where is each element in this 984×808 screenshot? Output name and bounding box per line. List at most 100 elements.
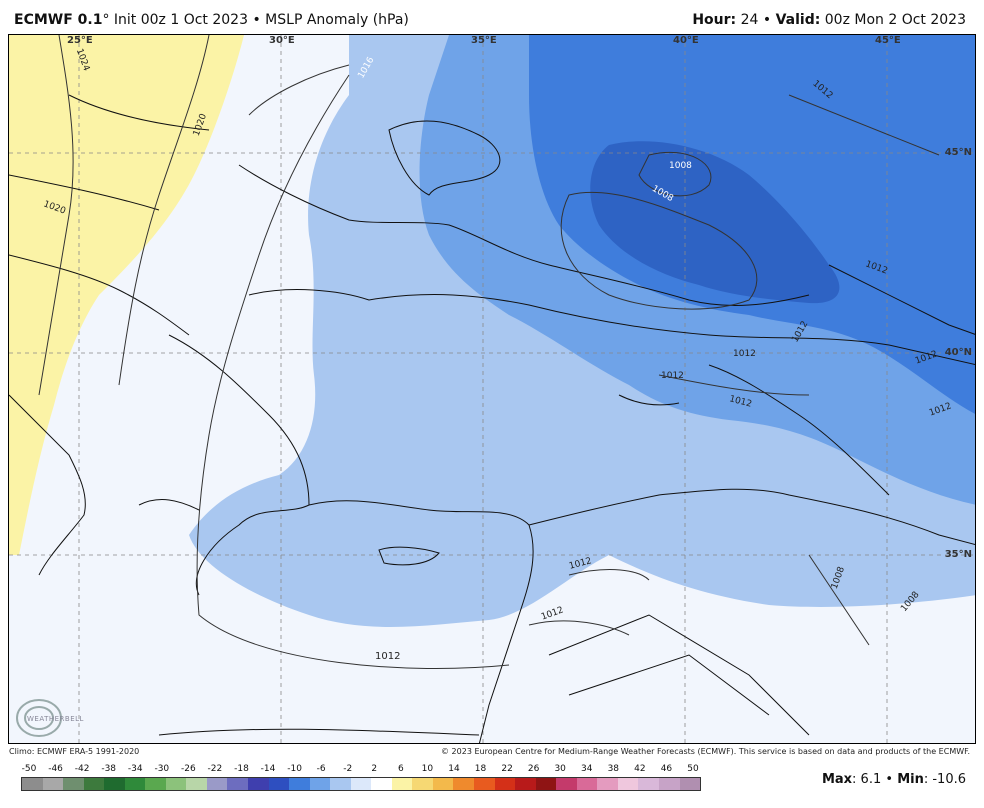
contour-label: 1008	[669, 161, 692, 171]
contour-label: 1012	[661, 371, 684, 381]
weatherbell-logo	[16, 699, 62, 737]
hour-label: Hour:	[692, 12, 737, 28]
colorbar-swatch	[617, 778, 639, 790]
max-min-readout: Max: 6.1 • Min: -10.6	[822, 772, 966, 787]
degree-symbol: °	[102, 12, 110, 28]
colorbar-tick-label: -22	[207, 764, 223, 774]
colorbar-swatch	[515, 778, 536, 790]
lon-label-25e: 25°E	[67, 35, 93, 46]
colorbar-swatch	[165, 778, 187, 790]
map-title: ECMWF 0.1° Init 00z 1 Oct 2023 • MSLP An…	[14, 12, 409, 28]
valid-time-header: Hour: 24 • Valid: 00z Mon 2 Oct 2023	[692, 12, 966, 28]
colorbar-swatch	[535, 778, 557, 790]
max-label: Max	[821, 772, 853, 787]
map-graphic	[9, 35, 975, 743]
colorbar-tick-label: 2	[371, 764, 378, 774]
logo-text: WEATHERBELL	[27, 715, 84, 723]
max-value: : 6.1	[852, 772, 882, 787]
colorbar-tick-label: 38	[607, 764, 620, 774]
colorbar-swatch	[494, 778, 516, 790]
colorbar-tick-label: -6	[316, 764, 326, 774]
colorbar-swatch	[432, 778, 454, 790]
colorbar-ticks: -50 -46 -42 -38 -34 -30 -26 -22 -18 -14 -10 -6 -2 2 6 1…	[21, 764, 701, 776]
colorbar-swatch	[268, 778, 290, 790]
hour-value: 24	[740, 12, 759, 28]
colorbar-tick-label: 30	[554, 764, 566, 774]
lat-label-45n: 45°N	[944, 147, 972, 158]
colorbar-tick-label: -14	[260, 764, 276, 774]
colorbar-swatch	[638, 778, 659, 790]
separator-dot-3: •	[885, 772, 894, 787]
valid-value: 00z Mon 2 Oct 2023	[824, 12, 966, 28]
colorbar-swatch	[412, 778, 433, 790]
colorbar-tick-label: -30	[154, 764, 170, 774]
separator-dot-2: •	[762, 12, 772, 28]
colorbar-tick-label: 14	[448, 764, 460, 774]
copyright-credit: © 2023 European Centre for Medium-Range …	[441, 747, 970, 756]
colorbar-swatch	[679, 778, 701, 790]
colorbar-swatch	[330, 778, 351, 790]
deepest-negative-anomaly	[590, 141, 840, 304]
colorbar-tick-label: 34	[581, 764, 593, 774]
graticule	[9, 35, 975, 743]
lon-label-40e: 40°E	[673, 35, 699, 46]
colorbar	[21, 777, 701, 791]
lon-label-30e: 30°E	[269, 35, 295, 46]
separator-dot: •	[252, 12, 261, 28]
lon-label-45e: 45°E	[875, 35, 901, 46]
lat-label-40n: 40°N	[944, 347, 972, 358]
contour-label: 1012	[733, 349, 756, 359]
model-name: ECMWF 0.1	[14, 12, 103, 28]
colorbar-swatch	[248, 778, 269, 790]
colorbar-swatch	[83, 778, 105, 790]
colorbar-swatch	[474, 778, 495, 790]
positive-anomaly-region	[9, 35, 244, 555]
colorbar-tick-label: 18	[474, 764, 487, 774]
colorbar-swatch	[124, 778, 146, 790]
colorbar-tick-label: 6	[397, 764, 404, 774]
colorbar-swatch	[186, 778, 207, 790]
colorbar-swatch	[42, 778, 64, 790]
colorbar-swatch	[104, 778, 125, 790]
lon-label-35e: 35°E	[471, 35, 497, 46]
colorbar-tick-label: 42	[634, 764, 646, 774]
colorbar-tick-label: 26	[527, 764, 540, 774]
colorbar-tick-label: 22	[501, 764, 513, 774]
colorbar-tick-label: 46	[660, 764, 673, 774]
colorbar-tick-label: -10	[287, 764, 302, 774]
colorbar-swatch	[453, 778, 475, 790]
colorbar-tick-label: -38	[101, 764, 117, 774]
colorbar-tick-label: 10	[421, 764, 434, 774]
colorbar-swatch	[391, 778, 413, 790]
colorbar-tick-label: -2	[343, 764, 353, 774]
min-label: Min	[897, 772, 924, 787]
colorbar-swatch	[309, 778, 331, 790]
colorbar-swatch	[371, 778, 392, 790]
lat-label-35n: 35°N	[944, 549, 972, 560]
colorbar-swatch	[145, 778, 166, 790]
colorbar-tick-label: 50	[687, 764, 699, 774]
isobars	[38, 35, 940, 669]
colorbar-tick-label: -46	[48, 764, 63, 774]
colorbar-swatch	[22, 778, 43, 790]
map-panel[interactable]: 25°E 30°E 35°E 40°E 45°E 45°N 40°N 35°N …	[8, 34, 976, 744]
colorbar-swatch	[350, 778, 372, 790]
colorbar-swatch	[556, 778, 577, 790]
colorbar-tick-label: -26	[181, 764, 196, 774]
colorbar-swatch	[206, 778, 228, 790]
min-value: : -10.6	[923, 772, 966, 787]
colorbar-tick-label: -18	[234, 764, 249, 774]
colorbar-swatch	[227, 778, 249, 790]
colorbar-tick-label: -34	[127, 764, 143, 774]
colorbar-swatch	[63, 778, 84, 790]
colorbar-swatch	[658, 778, 680, 790]
field-name: MSLP Anomaly (hPa)	[265, 12, 409, 28]
climo-credit: Climo: ECMWF ERA-5 1991-2020	[9, 747, 140, 756]
colorbar-swatch	[597, 778, 618, 790]
colorbar-swatch	[576, 778, 598, 790]
contour-label: 1012	[375, 651, 401, 662]
colorbar-tick-label: -50	[21, 764, 37, 774]
colorbar-tick-label: -42	[74, 764, 90, 774]
coastlines	[9, 94, 975, 743]
valid-label: Valid:	[775, 12, 821, 28]
